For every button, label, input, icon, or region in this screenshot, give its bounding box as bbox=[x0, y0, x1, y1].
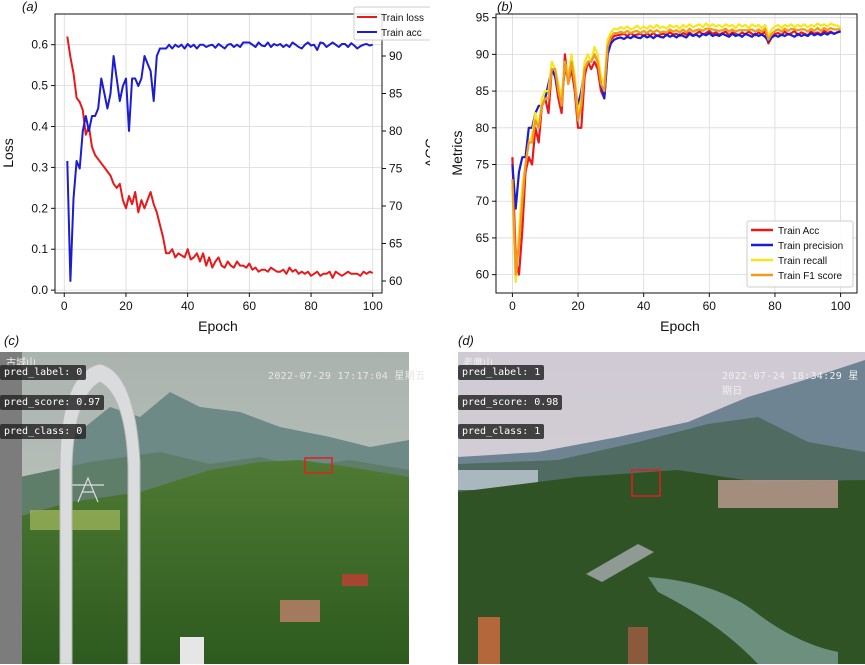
chart-b-xtick-label: 0 bbox=[509, 299, 516, 313]
photo-c-pred-score: pred_score: 0.97 bbox=[0, 395, 105, 410]
chart-a-panel-label: (a) bbox=[22, 0, 38, 14]
chart-a-xtick-label: 60 bbox=[243, 299, 257, 313]
panel-c-label: (c) bbox=[4, 333, 20, 348]
chart-b-ytick-label: 70 bbox=[476, 194, 490, 208]
chart-a-legend-acc: Train acc bbox=[381, 28, 422, 39]
chart-a-ytick-left-label: 0.0 bbox=[31, 283, 48, 297]
photo-d-forest bbox=[458, 470, 865, 664]
chart-a: (a) 0 20 40 60 80 100 0.0 0.1 0.2 0.3 0.4 0.5 0.6 60 6… bbox=[0, 0, 430, 334]
chart-a-ytick-right-label: 75 bbox=[389, 162, 403, 176]
chart-a-series-train-loss bbox=[66, 36, 374, 279]
chart-b-ytick-label: 95 bbox=[476, 11, 490, 25]
chart-a-legend: Train loss Train acc bbox=[353, 6, 430, 41]
chart-a-ytick-right-label: 65 bbox=[389, 237, 403, 251]
photo-d-river bbox=[648, 577, 838, 664]
chart-b-series-train-precision bbox=[511, 30, 841, 210]
photo-c-building bbox=[280, 600, 320, 622]
photo-d bbox=[458, 352, 865, 664]
chart-a-xtick-label: 80 bbox=[304, 299, 318, 313]
chart-a-ytick-left-label: 0.6 bbox=[31, 38, 48, 52]
chart-a-xtick-label: 0 bbox=[61, 299, 68, 313]
photo-d-timestamp: 2022-07-24 18:34:29 星期日 bbox=[722, 371, 859, 397]
photo-d-foreground-post bbox=[628, 627, 648, 664]
chart-a-ytick-left-label: 0.2 bbox=[31, 201, 48, 215]
photo-c-railing bbox=[180, 637, 204, 664]
chart-b: (b) 0 20 40 60 80 100 60 65 70 75 80 85 90 95 Epoch M… bbox=[449, 0, 858, 334]
chart-b-panel-label: (b) bbox=[497, 0, 513, 14]
photo-c-pylon bbox=[72, 476, 104, 503]
photo-d-pred-label: pred_label: 1 bbox=[458, 365, 545, 380]
chart-b-legend-acc: Train Acc bbox=[778, 226, 819, 237]
chart-b-legend-recall: Train recall bbox=[778, 256, 827, 267]
chart-a-xlabel: Epoch bbox=[198, 318, 238, 334]
chart-b-legend-f1: Train F1 score bbox=[778, 271, 843, 282]
chart-a-ytick-left-label: 0.4 bbox=[31, 120, 48, 134]
chart-a-legend-loss: Train loss bbox=[381, 13, 424, 24]
chart-b-ytick-label: 80 bbox=[476, 121, 490, 135]
photo-d-foreground-pole bbox=[478, 617, 500, 664]
chart-b-xtick-label: 20 bbox=[571, 299, 585, 313]
chart-a-ytick-right-label: 85 bbox=[389, 87, 403, 101]
chart-a-ytick-left-label: 0.5 bbox=[31, 79, 48, 93]
chart-a-ytick-left-label: 0.1 bbox=[31, 242, 48, 256]
chart-b-xtick-label: 80 bbox=[768, 299, 782, 313]
photo-c-roof bbox=[342, 574, 368, 586]
photo-c-field bbox=[30, 510, 120, 530]
chart-a-ytick-right-label: 60 bbox=[389, 274, 403, 288]
chart-b-legend: Train Acc Train precision Train recall T… bbox=[746, 220, 854, 288]
chart-a-ytick-right-label: 70 bbox=[389, 199, 403, 213]
chart-a-xtick-label: 100 bbox=[363, 299, 383, 313]
chart-a-ytick-right-label: 90 bbox=[389, 49, 403, 63]
chart-a-ylabel-left: Loss bbox=[0, 138, 16, 168]
photo-d-village bbox=[718, 480, 838, 508]
photo-d-pred-score: pred_score: 0.98 bbox=[458, 395, 563, 410]
photo-c-timestamp: 2022-07-29 17:17:04 星期五 bbox=[268, 371, 426, 382]
photo-c-pred-class: pred_class: 0 bbox=[0, 424, 87, 439]
chart-a-xtick-label: 20 bbox=[119, 299, 133, 313]
chart-b-xtick-label: 60 bbox=[703, 299, 717, 313]
chart-b-series-train-f1 bbox=[511, 26, 841, 276]
photo-d-top-left-text: 老鹰山 bbox=[463, 358, 493, 369]
photo-d-pred-class: pred_class: 1 bbox=[458, 424, 545, 439]
chart-b-ytick-label: 75 bbox=[476, 158, 490, 172]
chart-a-series-train-acc bbox=[66, 41, 373, 282]
chart-b-xtick-label: 40 bbox=[637, 299, 651, 313]
chart-b-ytick-label: 90 bbox=[476, 47, 490, 61]
chart-a-xtick-label: 40 bbox=[181, 299, 195, 313]
panel-d-label: (d) bbox=[458, 333, 474, 348]
chart-a-plot-frame bbox=[54, 13, 383, 294]
photo-c-pred-label: pred_label: 0 bbox=[0, 365, 87, 380]
chart-a-ytick-left-label: 0.3 bbox=[31, 160, 48, 174]
photo-c-top-left-text: 古城山 bbox=[6, 358, 36, 369]
chart-a-ytick-right-label: 80 bbox=[389, 124, 403, 138]
chart-b-ytick-label: 85 bbox=[476, 84, 490, 98]
chart-b-xlabel: Epoch bbox=[660, 318, 700, 334]
chart-a-ylabel-right: ACC bbox=[422, 138, 430, 168]
chart-b-ytick-label: 60 bbox=[476, 268, 490, 282]
chart-b-legend-precision: Train precision bbox=[778, 241, 843, 252]
photo-d-detection-box bbox=[631, 469, 661, 497]
chart-b-ylabel: Metrics bbox=[449, 130, 465, 175]
chart-b-xtick-label: 100 bbox=[831, 299, 851, 313]
photo-c-detection-box bbox=[304, 457, 333, 474]
chart-b-plot-frame bbox=[495, 13, 858, 294]
chart-b-ytick-label: 65 bbox=[476, 231, 490, 245]
photo-d-bridge bbox=[586, 544, 654, 582]
